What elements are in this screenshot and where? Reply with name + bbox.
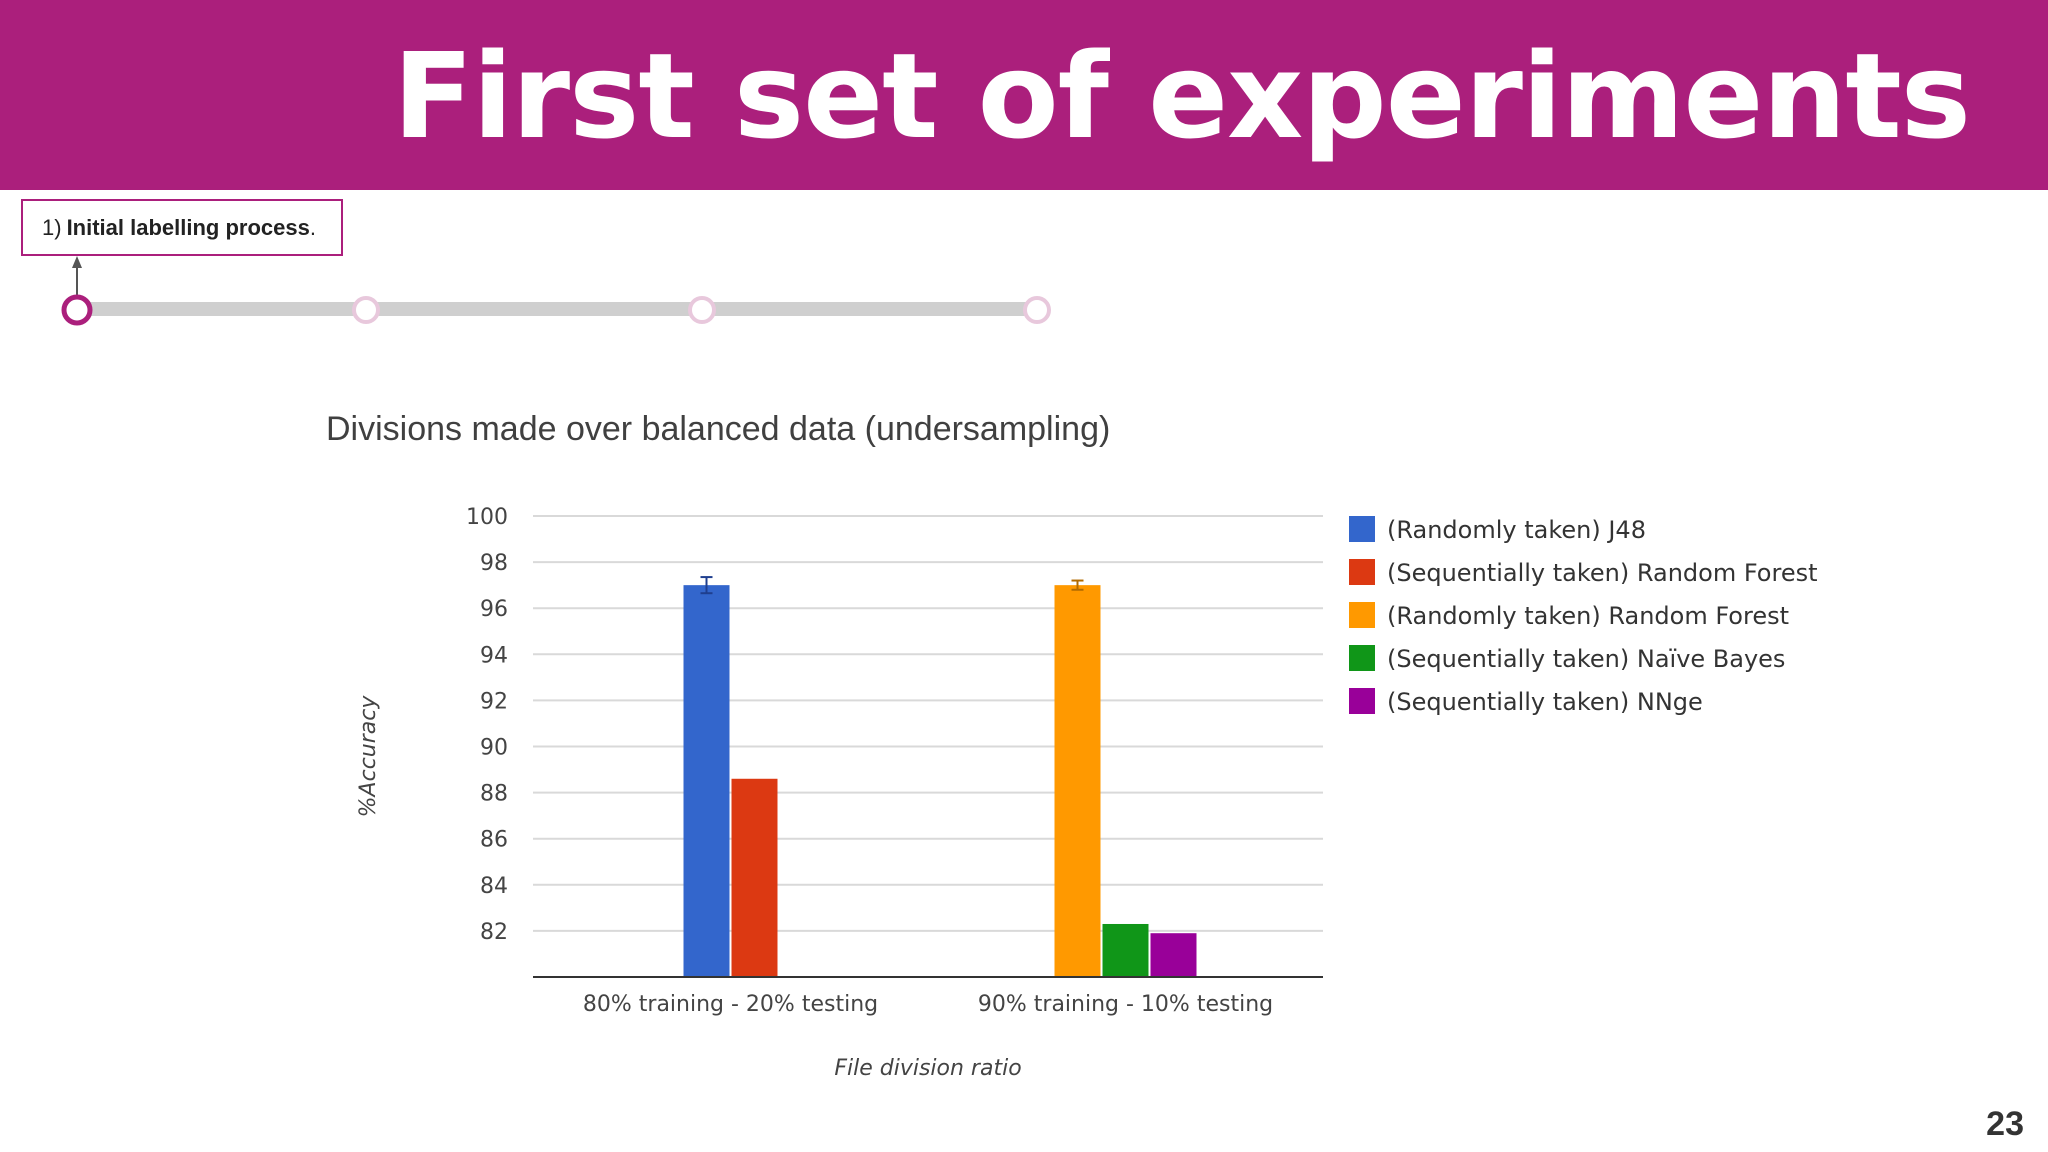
legend-label: (Sequentially taken) Random Forest	[1387, 559, 1818, 587]
legend-label: (Randomly taken) J48	[1387, 516, 1646, 544]
y-tick-label: 84	[480, 874, 508, 899]
error-bars	[700, 576, 1084, 595]
legend-swatch	[1349, 559, 1375, 585]
y-tick-label: 94	[480, 643, 508, 668]
bars	[683, 585, 1197, 977]
y-tick-label: 98	[480, 551, 508, 576]
accuracy-bar-chart: 82 84 86 88 90 92 94 96 98 100 80% training - 20%…	[356, 505, 1818, 1081]
y-tick-label: 82	[480, 920, 508, 945]
y-tick-label: 88	[480, 782, 508, 807]
step-callout: 1) Initial labelling process .	[21, 199, 343, 256]
y-tick-label: 96	[480, 597, 508, 622]
progress-timeline	[61, 256, 1051, 326]
x-category-labels: 80% training - 20% testing 90% training -…	[583, 992, 1273, 1017]
legend-swatch	[1349, 688, 1375, 714]
y-tick-label: 86	[480, 828, 508, 853]
legend-swatch	[1349, 602, 1375, 628]
bar	[1150, 933, 1197, 977]
callout-arrow-head	[72, 256, 82, 268]
y-tick-label: 90	[480, 736, 508, 761]
title-banner: First set of experiments	[0, 0, 2048, 190]
timeline-node-3	[688, 296, 716, 324]
slide-title: First set of experiments	[392, 27, 1971, 165]
bar	[731, 778, 778, 977]
bar	[1102, 923, 1149, 977]
y-axis-title: %Accuracy	[356, 695, 381, 818]
y-tick-label: 100	[466, 505, 508, 530]
x-axis-title: File division ratio	[834, 1056, 1021, 1081]
chart-subtitle: Divisions made over balanced data (under…	[326, 410, 1111, 448]
timeline-node-2	[352, 296, 380, 324]
x-category-label: 90% training - 10% testing	[978, 992, 1273, 1017]
step-suffix: .	[309, 214, 316, 240]
x-category-label: 80% training - 20% testing	[583, 992, 878, 1017]
chart-legend: (Randomly taken) J48 (Sequentially taken)…	[1349, 516, 1818, 716]
bar	[683, 585, 730, 977]
timeline-track	[77, 302, 1037, 316]
page-number: 23	[1986, 1105, 2024, 1143]
gridlines	[533, 515, 1323, 932]
legend-swatch	[1349, 516, 1375, 542]
step-label: Initial labelling process	[66, 214, 310, 240]
y-tick-labels: 82 84 86 88 90 92 94 96 98 100	[466, 505, 508, 945]
bar	[1054, 585, 1101, 977]
timeline-node-1	[61, 294, 93, 326]
step-number: 1)	[42, 214, 62, 240]
legend-label: (Sequentially taken) Naïve Bayes	[1387, 645, 1785, 673]
legend-swatch	[1349, 645, 1375, 671]
legend-label: (Randomly taken) Random Forest	[1387, 602, 1789, 630]
timeline-node-4	[1023, 296, 1051, 324]
y-tick-label: 92	[480, 689, 508, 714]
legend-label: (Sequentially taken) NNge	[1387, 688, 1703, 716]
